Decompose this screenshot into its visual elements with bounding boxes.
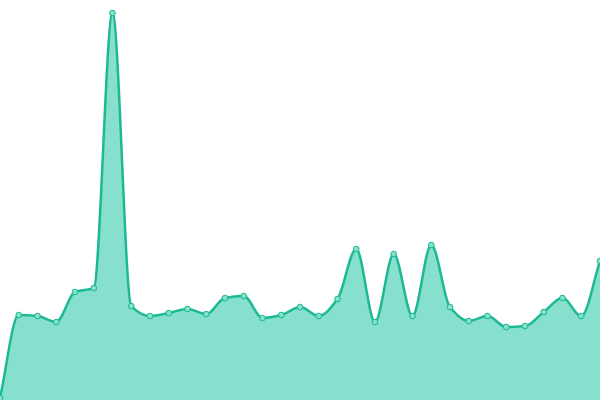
point xyxy=(409,312,416,320)
point xyxy=(334,295,341,303)
point xyxy=(221,294,229,302)
point xyxy=(315,312,323,320)
point xyxy=(371,318,379,326)
point xyxy=(202,310,210,318)
point xyxy=(577,312,585,320)
point xyxy=(540,308,548,316)
point xyxy=(240,292,248,300)
point xyxy=(502,323,510,331)
point xyxy=(259,314,266,322)
point xyxy=(127,302,135,310)
point xyxy=(15,311,23,319)
point xyxy=(90,284,98,292)
point xyxy=(465,317,473,325)
point xyxy=(559,294,566,302)
point xyxy=(596,257,600,265)
point xyxy=(352,245,360,253)
point xyxy=(427,241,435,249)
point xyxy=(277,311,285,319)
point xyxy=(146,312,154,320)
point xyxy=(484,312,491,320)
point xyxy=(0,394,4,400)
point xyxy=(521,322,529,330)
point xyxy=(165,309,173,317)
area xyxy=(0,13,600,400)
point xyxy=(184,305,191,313)
point xyxy=(34,312,41,320)
point xyxy=(390,250,398,258)
point xyxy=(296,303,304,311)
point xyxy=(446,303,454,311)
point xyxy=(109,9,116,17)
point xyxy=(52,318,60,326)
point xyxy=(71,288,79,296)
